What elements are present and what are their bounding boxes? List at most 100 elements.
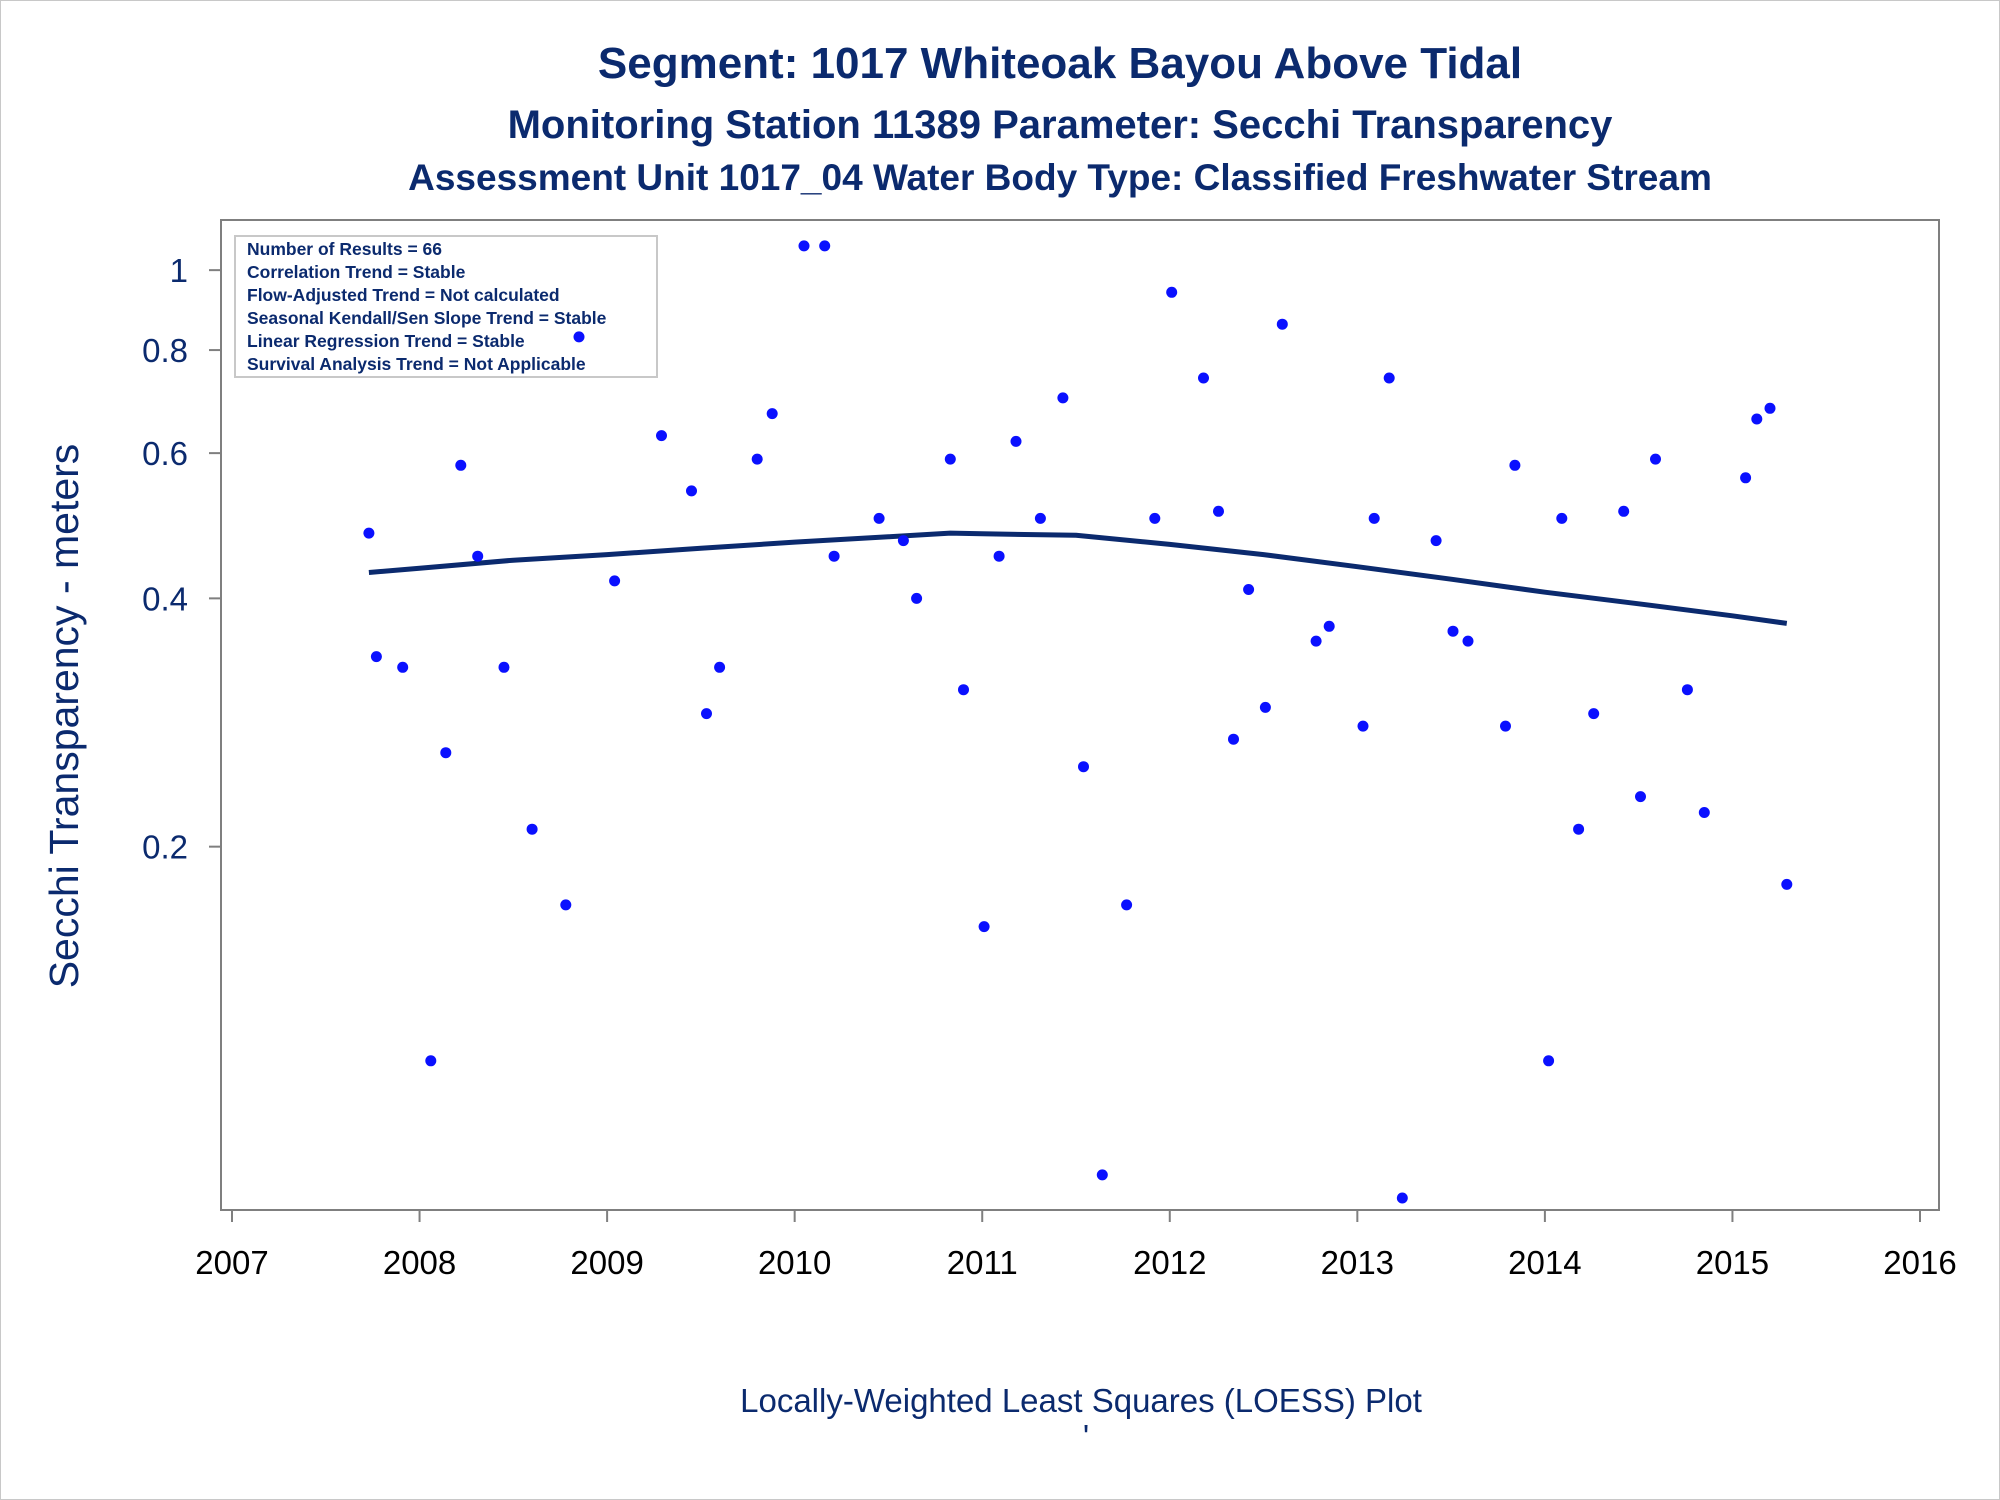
data-point bbox=[1500, 720, 1511, 732]
data-point bbox=[1010, 435, 1022, 447]
data-point bbox=[526, 823, 538, 835]
data-point bbox=[1447, 625, 1459, 637]
x-tick-label: 2008 bbox=[383, 1244, 456, 1281]
data-point bbox=[363, 527, 375, 539]
data-point bbox=[993, 550, 1005, 562]
data-point bbox=[978, 921, 990, 933]
data-point bbox=[944, 453, 956, 465]
data-point bbox=[560, 899, 572, 911]
data-point bbox=[873, 512, 885, 524]
data-points-group bbox=[363, 240, 1793, 1204]
data-point bbox=[1078, 761, 1089, 773]
chart-subtitle-2: Assessment Unit 1017_04 Water Body Type:… bbox=[408, 157, 1712, 198]
x-tick-label: 2016 bbox=[1883, 1244, 1956, 1281]
y-tick-label: 0.4 bbox=[142, 580, 188, 617]
x-tick-label: 2007 bbox=[195, 1244, 268, 1281]
loess-curve-group bbox=[368, 530, 1788, 626]
data-point bbox=[1259, 701, 1271, 713]
y-tick-label: 1 bbox=[170, 252, 188, 289]
legend-line: Number of Results = 66 bbox=[247, 239, 442, 259]
y-axis-label: Secchi Transparency - meters bbox=[41, 444, 87, 989]
data-point bbox=[1430, 535, 1442, 547]
data-point bbox=[766, 408, 778, 420]
data-point bbox=[1751, 413, 1763, 425]
data-point bbox=[1323, 620, 1335, 632]
x-tick-label: 2012 bbox=[1133, 1244, 1206, 1281]
footnote: Locally-Weighted Least Squares (LOESS) P… bbox=[740, 1382, 1422, 1419]
chart-subtitle: Monitoring Station 11389 Parameter: Secc… bbox=[508, 103, 1614, 147]
data-point bbox=[1781, 878, 1793, 890]
data-point bbox=[609, 575, 621, 587]
data-point bbox=[701, 708, 712, 720]
stats-legend: Number of Results = 66 Correlation Trend … bbox=[234, 235, 658, 378]
data-point bbox=[425, 1055, 437, 1067]
plot-area bbox=[220, 219, 1940, 1211]
data-point bbox=[1383, 372, 1395, 384]
data-point bbox=[1635, 791, 1646, 803]
data-point bbox=[1149, 512, 1161, 524]
x-axis: 2007 2008 2009 2010 2011 2012 2013 2014 2015 2016 bbox=[195, 1210, 1957, 1281]
loess-curve bbox=[368, 530, 1788, 626]
data-point bbox=[455, 459, 467, 471]
data-point bbox=[370, 651, 382, 663]
data-point bbox=[1588, 708, 1600, 720]
legend-line: Seasonal Kendall/Sen Slope Trend = Stabl… bbox=[247, 308, 607, 328]
data-point bbox=[1198, 372, 1209, 384]
data-point bbox=[1740, 472, 1752, 484]
data-point bbox=[498, 661, 510, 673]
data-point bbox=[714, 661, 726, 673]
data-point bbox=[1243, 584, 1255, 595]
y-tick-label: 0.2 bbox=[142, 829, 188, 866]
data-point bbox=[1650, 453, 1661, 465]
data-point bbox=[656, 430, 667, 442]
y-tick-label: 0.6 bbox=[142, 435, 188, 472]
x-tick-label: 2009 bbox=[570, 1244, 643, 1281]
data-point bbox=[1368, 512, 1380, 524]
data-point bbox=[1543, 1055, 1555, 1067]
data-point bbox=[1573, 823, 1585, 835]
data-point bbox=[397, 661, 409, 673]
data-point bbox=[1462, 635, 1474, 647]
legend-line: Linear Regression Trend = Stable bbox=[247, 331, 525, 351]
data-point bbox=[1509, 459, 1521, 471]
legend-line: Survival Analysis Trend = Not Applicable bbox=[247, 354, 586, 374]
data-point bbox=[1764, 402, 1776, 414]
data-point bbox=[1228, 733, 1239, 745]
x-tick-label: 2013 bbox=[1321, 1244, 1394, 1281]
data-point bbox=[686, 485, 697, 497]
y-tick-label: 0.8 bbox=[142, 332, 188, 369]
data-point bbox=[958, 684, 969, 696]
data-point bbox=[573, 331, 585, 343]
data-point bbox=[819, 240, 831, 252]
data-point bbox=[1396, 1192, 1408, 1204]
data-point bbox=[828, 550, 840, 562]
data-point bbox=[1556, 512, 1568, 524]
data-point bbox=[440, 747, 452, 759]
data-point bbox=[1213, 505, 1224, 517]
x-tick-label: 2014 bbox=[1508, 1244, 1581, 1281]
x-tick-label: 2011 bbox=[947, 1244, 1018, 1281]
x-tick-label: 2015 bbox=[1696, 1244, 1769, 1281]
data-point bbox=[1357, 720, 1369, 732]
data-point bbox=[1310, 635, 1322, 647]
y-axis: 0.2 0.4 0.6 0.8 1 bbox=[142, 252, 221, 866]
data-point bbox=[798, 240, 810, 252]
legend-line: Correlation Trend = Stable bbox=[247, 262, 466, 282]
data-point bbox=[472, 550, 484, 562]
data-point bbox=[751, 453, 763, 465]
footnote-mark: ' bbox=[1083, 1418, 1089, 1455]
data-point bbox=[897, 535, 909, 547]
data-point bbox=[1057, 392, 1069, 404]
data-point bbox=[1034, 512, 1046, 524]
chart-title: Segment: 1017 Whiteoak Bayou Above Tidal bbox=[598, 39, 1522, 88]
data-point bbox=[1121, 899, 1133, 911]
data-point bbox=[1618, 505, 1630, 517]
legend-box bbox=[234, 235, 658, 378]
x-tick-label: 2010 bbox=[758, 1244, 831, 1281]
data-point bbox=[1698, 807, 1710, 818]
data-point bbox=[911, 592, 923, 604]
legend-line: Flow-Adjusted Trend = Not calculated bbox=[247, 285, 560, 305]
data-point bbox=[1276, 318, 1288, 330]
data-point bbox=[1096, 1169, 1108, 1181]
